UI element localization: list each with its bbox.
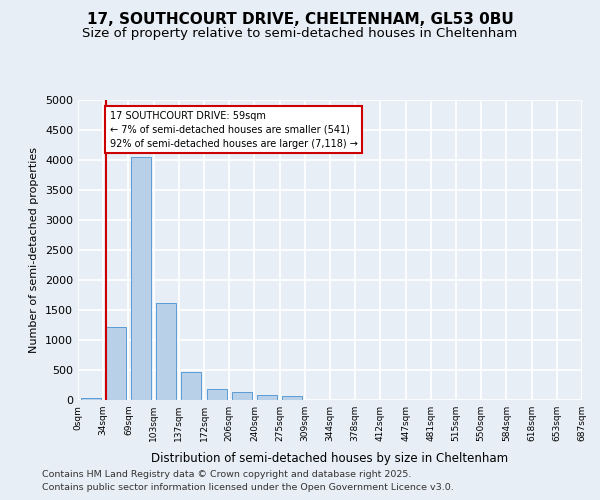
- Bar: [232, 392, 252, 400]
- Bar: [206, 388, 227, 400]
- Bar: [131, 157, 151, 400]
- Text: 17 SOUTHCOURT DRIVE: 59sqm
← 7% of semi-detached houses are smaller (541)
92% of: 17 SOUTHCOURT DRIVE: 59sqm ← 7% of semi-…: [110, 111, 358, 149]
- Bar: [156, 303, 176, 400]
- Bar: [282, 396, 302, 400]
- Y-axis label: Number of semi-detached properties: Number of semi-detached properties: [29, 147, 40, 353]
- Text: 17, SOUTHCOURT DRIVE, CHELTENHAM, GL53 0BU: 17, SOUTHCOURT DRIVE, CHELTENHAM, GL53 0…: [86, 12, 514, 28]
- Text: Contains public sector information licensed under the Open Government Licence v3: Contains public sector information licen…: [42, 484, 454, 492]
- X-axis label: Distribution of semi-detached houses by size in Cheltenham: Distribution of semi-detached houses by …: [151, 452, 509, 466]
- Bar: [257, 395, 277, 400]
- Bar: [80, 398, 101, 400]
- Text: Contains HM Land Registry data © Crown copyright and database right 2025.: Contains HM Land Registry data © Crown c…: [42, 470, 412, 479]
- Bar: [181, 372, 202, 400]
- Text: Size of property relative to semi-detached houses in Cheltenham: Size of property relative to semi-detach…: [82, 28, 518, 40]
- Bar: [106, 327, 126, 400]
